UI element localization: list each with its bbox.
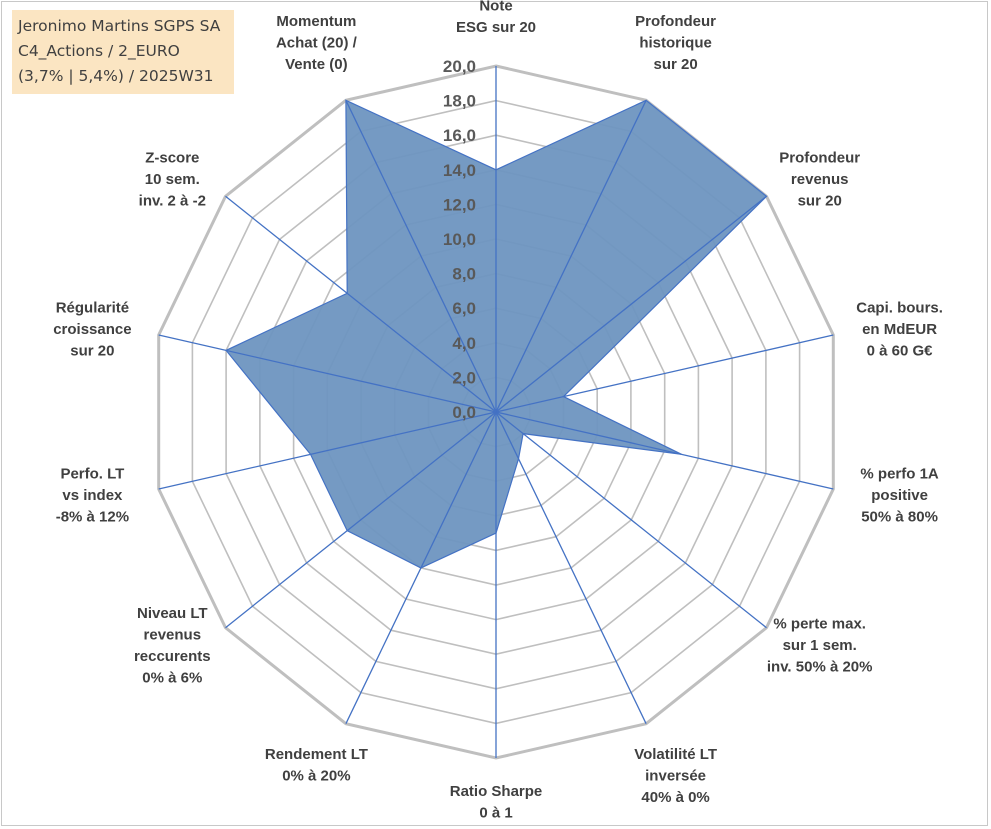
axis-label-line: 40% à 0% bbox=[641, 789, 709, 806]
axis-label: Rendement LT 0% à 20% bbox=[265, 746, 368, 785]
axis-label-line: 0 à 60 G€ bbox=[867, 342, 934, 359]
axis-label-line: 0 à 1 bbox=[479, 805, 512, 822]
axis-label-line: -8% à 12% bbox=[56, 509, 129, 526]
axis-label-line: 0% à 20% bbox=[282, 768, 350, 785]
axis-label-line: 10 sem. bbox=[145, 171, 200, 188]
axis-spoke bbox=[495, 195, 767, 413]
axis-label: Niveau LT revenus reccurents 0% à 6% bbox=[134, 605, 211, 687]
axis-label-line: Momentum bbox=[276, 13, 356, 30]
tick-label: 12,0 bbox=[443, 195, 476, 214]
tick-label: 16,0 bbox=[443, 126, 476, 145]
axis-label-line: croissance bbox=[53, 321, 131, 338]
tick-label: 2,0 bbox=[452, 368, 476, 387]
axis-label-line: revenus bbox=[144, 626, 202, 643]
radar-spokes bbox=[158, 66, 834, 758]
axis-spoke bbox=[495, 411, 834, 490]
axis-label: Ratio Sharpe 0 à 1 bbox=[450, 783, 543, 822]
axis-label-line: inv. 50% à 20% bbox=[767, 659, 873, 676]
axis-spoke bbox=[225, 195, 497, 413]
axis-label: Profondeur revenus sur 20 bbox=[779, 149, 860, 209]
tick-label: 18,0 bbox=[443, 92, 476, 111]
axis-label: Capi. bours. en MdEUR 0 à 60 G€ bbox=[856, 299, 943, 359]
axis-label-line: positive bbox=[871, 487, 928, 504]
axis-label-line: historique bbox=[639, 35, 712, 52]
stats-line: (3,7% | 5,4%) / 2025W31 bbox=[18, 67, 214, 85]
axis-label-line: Régularité bbox=[56, 299, 129, 316]
axis-spoke bbox=[345, 100, 497, 413]
axis-spoke bbox=[495, 411, 647, 724]
axis-spoke bbox=[495, 100, 647, 413]
tick-label: 20,0 bbox=[443, 57, 476, 76]
axis-label-line: 50% à 80% bbox=[861, 509, 938, 526]
axis-spoke bbox=[495, 411, 767, 629]
axis-label-line: Perfo. LT bbox=[60, 466, 124, 483]
axis-spoke bbox=[345, 411, 497, 724]
axis-label-line: % perfo 1A bbox=[860, 466, 939, 483]
axis-label-line: Profondeur bbox=[779, 149, 860, 166]
axis-label-line: inv. 2 à -2 bbox=[139, 192, 206, 209]
axis-label-line: % perte max. bbox=[773, 616, 866, 633]
tick-label: 14,0 bbox=[443, 161, 476, 180]
axis-label-line: Capi. bours. bbox=[856, 299, 943, 316]
axis-spoke bbox=[158, 334, 497, 413]
company-name: Jeronimo Martins SGPS SA bbox=[18, 17, 221, 35]
axis-label-line: Achat (20) / bbox=[276, 35, 358, 52]
category-line: C4_Actions / 2_EURO bbox=[18, 42, 180, 60]
axis-label-line: reccurents bbox=[134, 648, 211, 665]
axis-label: Momentum Achat (20) / Vente (0) bbox=[276, 13, 358, 73]
tick-label: 10,0 bbox=[443, 230, 476, 249]
tick-label: 4,0 bbox=[452, 334, 476, 353]
axis-label: % perfo 1A positive 50% à 80% bbox=[860, 466, 939, 526]
axis-label-line: Rendement LT bbox=[265, 746, 368, 763]
axis-label: Régularité croissance sur 20 bbox=[53, 299, 131, 359]
axis-label-line: sur 1 sem. bbox=[783, 637, 857, 654]
axis-label-line: vs index bbox=[62, 487, 123, 504]
axis-label-line: Profondeur bbox=[635, 13, 716, 30]
axis-label: % perte max. sur 1 sem. inv. 50% à 20% bbox=[767, 616, 873, 676]
axis-label: Volatilité LT inversée 40% à 0% bbox=[634, 746, 717, 806]
radar-tick-labels: 0,0 2,0 4,0 6,0 8,0 10,0 12,0 14,0 16,0 18,0 20,0 bbox=[443, 57, 476, 422]
axis-label-line: sur 20 bbox=[653, 56, 697, 73]
axis-label-line: Volatilité LT bbox=[634, 746, 717, 763]
axis-spoke bbox=[495, 334, 834, 413]
axis-label-line: Ratio Sharpe bbox=[450, 783, 543, 800]
axis-label-line: Niveau LT bbox=[137, 605, 208, 622]
axis-label-line: Z-score bbox=[145, 149, 199, 166]
axis-label: Profondeur historique sur 20 bbox=[635, 13, 716, 73]
axis-label-line: inversée bbox=[645, 768, 706, 785]
axis-label-line: Vente (0) bbox=[285, 56, 348, 73]
axis-label-line: Note bbox=[479, 0, 512, 15]
tick-label: 8,0 bbox=[452, 265, 476, 284]
title-box: Jeronimo Martins SGPS SA C4_Actions / 2_… bbox=[12, 10, 234, 94]
axis-spoke bbox=[158, 411, 497, 490]
axis-label-line: revenus bbox=[791, 171, 849, 188]
axis-label: Perfo. LT vs index -8% à 12% bbox=[56, 466, 129, 526]
tick-label: 6,0 bbox=[452, 299, 476, 318]
axis-label-line: sur 20 bbox=[70, 342, 114, 359]
axis-label-line: en MdEUR bbox=[862, 321, 937, 338]
radar-axis-labels: Note ESG sur 20 Profondeur historique sur 20… bbox=[53, 0, 943, 822]
tick-label: 0,0 bbox=[452, 403, 476, 422]
axis-label: Z-score 10 sem. inv. 2 à -2 bbox=[139, 149, 206, 209]
axis-label: Note ESG sur 20 bbox=[456, 0, 536, 36]
axis-label-line: 0% à 6% bbox=[142, 669, 202, 686]
axis-label-line: ESG sur 20 bbox=[456, 19, 536, 36]
axis-label-line: sur 20 bbox=[798, 192, 842, 209]
axis-spoke bbox=[225, 411, 497, 629]
